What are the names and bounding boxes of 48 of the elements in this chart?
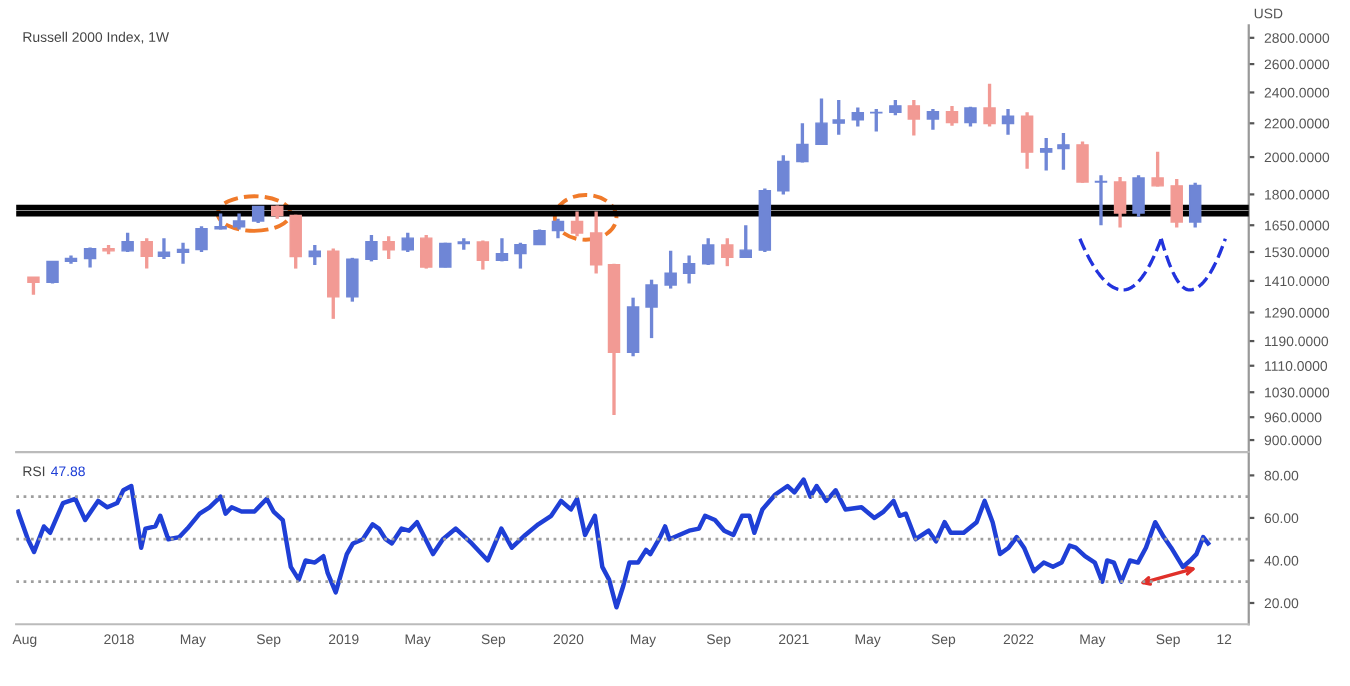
candlestick bbox=[514, 241, 527, 271]
candlestick bbox=[926, 107, 940, 132]
candlestick bbox=[308, 243, 322, 267]
candlestick bbox=[365, 233, 378, 264]
candlestick bbox=[140, 236, 153, 271]
candlestick bbox=[1094, 173, 1108, 227]
candlestick bbox=[289, 212, 302, 271]
candlestick bbox=[983, 82, 996, 129]
candlestick bbox=[1057, 131, 1070, 172]
candlestick bbox=[721, 236, 734, 268]
candlestick bbox=[327, 246, 340, 321]
candlestick bbox=[832, 98, 845, 137]
candlestick bbox=[382, 234, 395, 261]
candlestick bbox=[739, 223, 752, 260]
candlestick bbox=[476, 238, 490, 272]
candlestick bbox=[777, 153, 790, 197]
candlestick bbox=[701, 236, 715, 267]
candlestick bbox=[1132, 173, 1145, 219]
candlestick bbox=[851, 105, 865, 129]
candlestick bbox=[551, 217, 565, 241]
candlestick bbox=[83, 245, 97, 270]
candlestick bbox=[419, 233, 433, 271]
candlestick bbox=[1113, 175, 1127, 230]
candlestick bbox=[1020, 110, 1034, 171]
candlestick bbox=[570, 209, 584, 238]
candlestick bbox=[664, 249, 677, 291]
candlestick bbox=[907, 98, 921, 138]
candlestick bbox=[195, 224, 208, 254]
candlestick bbox=[176, 241, 190, 266]
candlestick bbox=[682, 253, 696, 286]
candlestick bbox=[1076, 139, 1089, 185]
candlestick bbox=[645, 278, 658, 340]
candlestick bbox=[1170, 177, 1183, 230]
candlestick bbox=[815, 96, 828, 147]
candlestick bbox=[626, 296, 640, 358]
candlestick bbox=[1001, 107, 1015, 137]
candlestick bbox=[1188, 181, 1202, 230]
line-series bbox=[16, 477, 1211, 610]
candlestick bbox=[1151, 150, 1164, 189]
candlestick bbox=[796, 121, 809, 165]
candlestick bbox=[1039, 136, 1053, 173]
candlestick bbox=[157, 236, 171, 261]
candlestick bbox=[870, 107, 883, 134]
candlestick bbox=[346, 256, 359, 304]
candlestick bbox=[439, 241, 452, 270]
candlestick bbox=[589, 209, 603, 276]
candlestick bbox=[945, 104, 959, 128]
candlestick bbox=[401, 231, 414, 254]
